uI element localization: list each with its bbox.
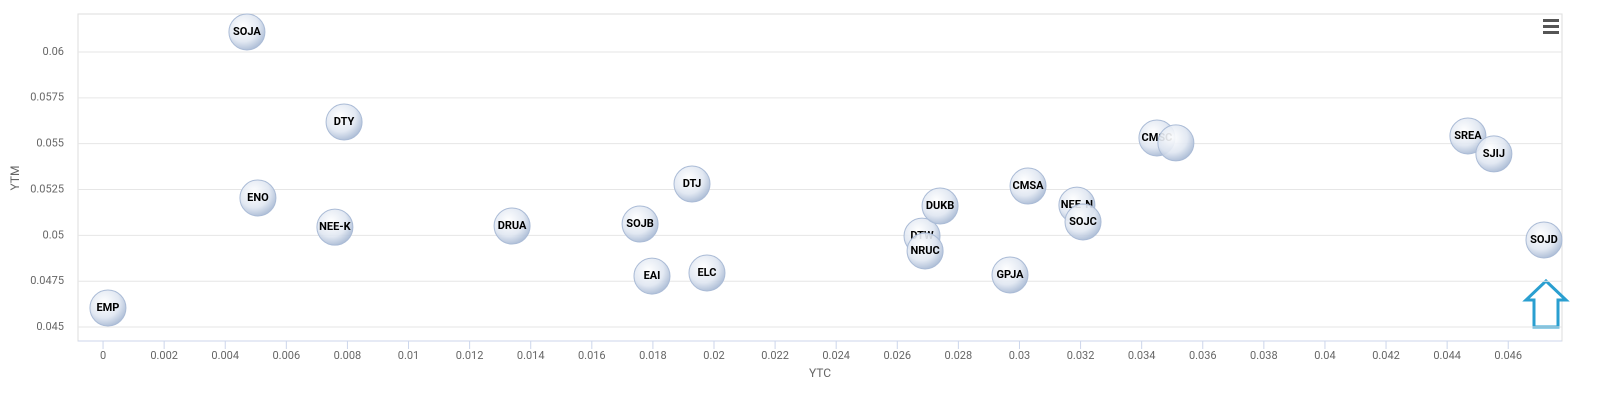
x-tick-label: 0.022 [761,349,789,362]
y-tick-label: 0.055 [36,137,64,150]
y-tick-label: 0.045 [36,320,64,333]
point-label: SREA [1454,129,1482,142]
point-label: ENO [247,191,269,204]
x-tick-label: 0.01 [398,349,419,362]
bubble [991,256,1029,294]
bubble [493,207,531,245]
bubble [673,165,711,203]
x-tick-label: 0.028 [945,349,973,362]
bubble [621,205,659,243]
x-tick-label: 0.042 [1372,349,1400,362]
bubble [89,289,127,327]
x-tick-label: 0.026 [883,349,911,362]
x-tick-label: 0.034 [1128,349,1156,362]
arrow-annotation [1522,278,1570,329]
point-label: DTJ [683,177,702,190]
point-label: DTY [334,115,355,128]
x-tick-label: 0.03 [1009,349,1030,362]
point-label: DUKB [926,199,954,212]
x-tick-label: 0.044 [1433,349,1461,362]
point-label: GPJA [997,268,1025,281]
x-tick-label: 0.018 [639,349,667,362]
point-label: SOJA [233,25,261,38]
y-tick-label: 0.0525 [30,182,64,195]
x-tick-label: 0.008 [334,349,362,362]
y-tick-label: 0.06 [43,45,64,58]
plot-border [77,13,1563,342]
bubble [325,103,363,141]
menu-button[interactable] [1543,19,1559,34]
bubble [906,232,944,270]
bubble [316,208,354,246]
x-tick-label: 0.04 [1314,349,1335,362]
bubble [239,179,277,217]
x-tick-label: 0.004 [211,349,239,362]
bubble [1157,124,1195,162]
point-label: ELC [697,266,716,279]
x-tick-label: 0.006 [273,349,301,362]
x-tick-label: 0.038 [1250,349,1278,362]
bubble [1525,221,1563,259]
y-tick-label: 0.0475 [30,274,64,287]
x-tick-label: 0.002 [150,349,178,362]
x-tick-label: 0.032 [1067,349,1095,362]
bubble [1449,117,1487,155]
x-tick-label: 0 [100,349,106,362]
x-tick-label: 0.046 [1494,349,1522,362]
x-tick-label: 0.024 [822,349,850,362]
point-label: NEE-K [319,220,351,233]
x-tick-label: 0.012 [456,349,484,362]
point-label: SJIJ [1483,147,1505,160]
bubble [633,257,671,295]
point-label: SOJD [1530,233,1558,246]
y-tick-label: 0.05 [43,228,64,241]
x-axis-title: YTC [809,366,831,380]
point-label: EAI [644,269,661,282]
bubble [1009,167,1047,205]
x-tick-label: 0.02 [703,349,724,362]
point-label: SOJB [626,217,654,230]
y-tick-label: 0.0575 [30,91,64,104]
point-label: NRUC [910,244,939,257]
x-tick-label: 0.036 [1189,349,1217,362]
bubble [1475,135,1513,173]
point-label: DRUA [498,219,527,232]
point-label: CMSA [1013,179,1045,192]
x-tick-label: 0.014 [517,349,545,362]
bubble [921,187,959,225]
bubble [688,254,726,292]
point-label: EMP [96,301,119,314]
bubble [1064,203,1102,241]
point-label: SOJC [1069,215,1097,228]
x-tick-label: 0.016 [578,349,606,362]
y-axis-title: YTM [8,166,22,191]
bubble [228,13,266,51]
